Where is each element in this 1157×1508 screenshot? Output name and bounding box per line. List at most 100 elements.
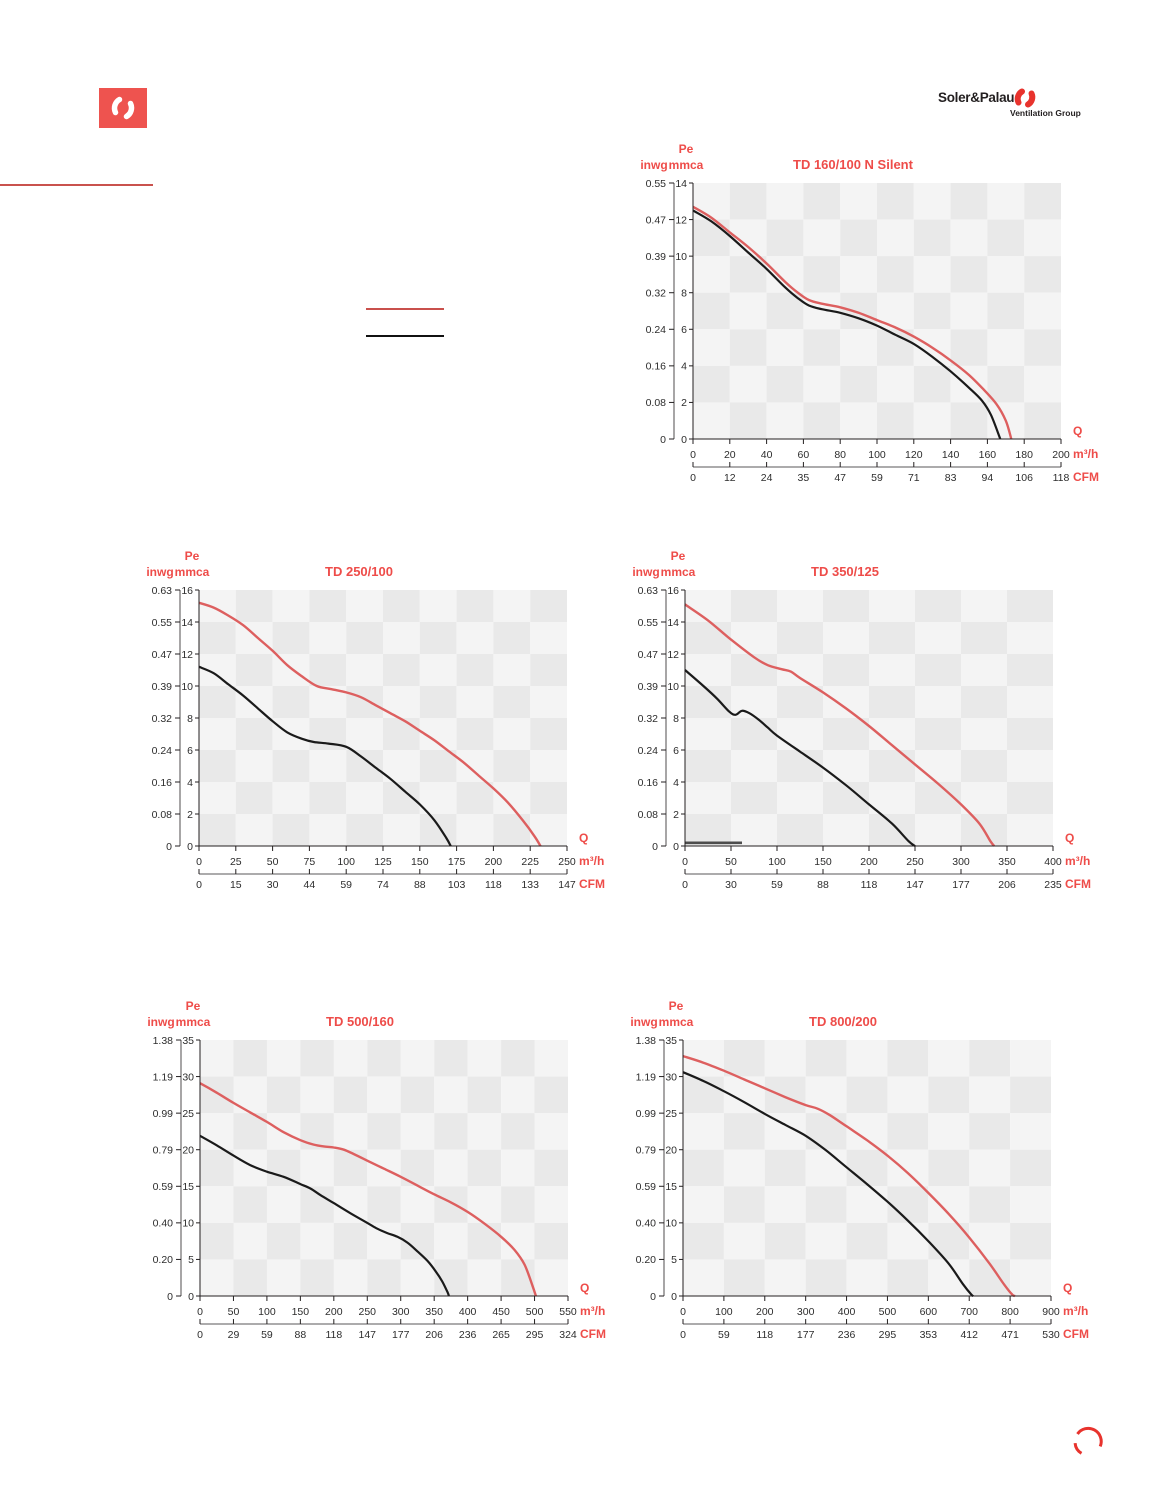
svg-text:30: 30 xyxy=(267,879,279,891)
plot-background xyxy=(685,590,1053,846)
svg-text:150: 150 xyxy=(292,1306,310,1318)
svg-text:236: 236 xyxy=(459,1329,477,1341)
svg-text:6: 6 xyxy=(673,745,679,757)
svg-text:0: 0 xyxy=(196,856,202,868)
chart-canvas: 16 0.63 14 0.55 12 0.47 10 0.39 8 0.32 6 0.24 4 0.16 2… xyxy=(146,549,605,891)
svg-text:1.19: 1.19 xyxy=(153,1071,174,1083)
svg-text:30: 30 xyxy=(182,1071,194,1083)
chart-legend xyxy=(360,300,455,345)
svg-text:m³/h: m³/h xyxy=(579,854,604,868)
svg-text:0: 0 xyxy=(682,856,688,868)
svg-text:160: 160 xyxy=(979,449,997,461)
svg-text:324: 324 xyxy=(559,1329,577,1341)
svg-text:0: 0 xyxy=(188,1291,194,1303)
svg-text:0.39: 0.39 xyxy=(646,251,667,263)
svg-text:150: 150 xyxy=(814,856,832,868)
svg-text:0.08: 0.08 xyxy=(646,397,667,409)
svg-text:88: 88 xyxy=(414,879,426,891)
svg-text:900: 900 xyxy=(1042,1306,1060,1318)
svg-text:118: 118 xyxy=(756,1329,773,1341)
svg-text:0: 0 xyxy=(197,1329,203,1341)
svg-text:40: 40 xyxy=(761,449,773,461)
svg-text:177: 177 xyxy=(952,879,970,891)
svg-text:118: 118 xyxy=(325,1329,342,1341)
svg-text:150: 150 xyxy=(411,856,429,868)
svg-text:0.47: 0.47 xyxy=(152,649,173,661)
svg-text:Pe: Pe xyxy=(186,999,201,1013)
svg-text:inwg: inwg xyxy=(147,1015,174,1029)
svg-text:35: 35 xyxy=(665,1035,677,1047)
x-tick-labels: 0 0 50 30 100 59 150 88 200 118 250 147 300 177 350 206… xyxy=(682,856,1062,891)
svg-text:0.24: 0.24 xyxy=(152,745,173,757)
svg-text:300: 300 xyxy=(392,1306,410,1318)
svg-text:80: 80 xyxy=(834,449,846,461)
curve-high-speed xyxy=(198,601,542,847)
svg-text:140: 140 xyxy=(942,449,960,461)
svg-text:CFM: CFM xyxy=(1065,877,1091,891)
svg-text:177: 177 xyxy=(797,1329,815,1341)
svg-text:400: 400 xyxy=(1044,856,1062,868)
svg-text:0.20: 0.20 xyxy=(153,1254,174,1266)
svg-text:800: 800 xyxy=(1001,1306,1019,1318)
svg-text:inwg: inwg xyxy=(640,158,667,172)
svg-text:10: 10 xyxy=(181,681,193,693)
svg-text:700: 700 xyxy=(960,1306,978,1318)
svg-text:400: 400 xyxy=(838,1306,856,1318)
svg-text:0.79: 0.79 xyxy=(153,1145,174,1157)
svg-text:Q: Q xyxy=(1073,424,1082,438)
chart-title: TD 250/100 xyxy=(325,564,393,579)
svg-text:500: 500 xyxy=(526,1306,544,1318)
svg-text:mmca: mmca xyxy=(659,1015,694,1029)
svg-text:50: 50 xyxy=(267,856,279,868)
svg-text:0.24: 0.24 xyxy=(646,324,667,336)
x-axis xyxy=(682,1295,1052,1325)
svg-text:0: 0 xyxy=(652,841,658,853)
svg-text:200: 200 xyxy=(325,1306,343,1318)
svg-text:2: 2 xyxy=(187,809,193,821)
svg-text:0.20: 0.20 xyxy=(636,1254,657,1266)
svg-text:500: 500 xyxy=(879,1306,897,1318)
svg-text:0.99: 0.99 xyxy=(636,1108,657,1120)
svg-text:60: 60 xyxy=(798,449,810,461)
y-axis xyxy=(669,182,694,440)
svg-text:0.47: 0.47 xyxy=(638,649,659,661)
svg-text:83: 83 xyxy=(945,472,957,484)
svg-text:CFM: CFM xyxy=(1063,1327,1089,1341)
svg-text:0: 0 xyxy=(167,1291,173,1303)
svg-text:14: 14 xyxy=(667,617,679,629)
svg-text:118: 118 xyxy=(1053,472,1070,484)
svg-text:CFM: CFM xyxy=(580,1327,606,1341)
svg-text:6: 6 xyxy=(681,324,687,336)
svg-text:88: 88 xyxy=(817,879,829,891)
svg-text:133: 133 xyxy=(521,879,539,891)
chart-canvas: 16 0.63 14 0.55 12 0.47 10 0.39 8 0.32 6 0.24 4 0.16 2… xyxy=(632,549,1091,891)
chart-title: TD 800/200 xyxy=(809,1014,877,1029)
svg-text:m³/h: m³/h xyxy=(1065,854,1090,868)
curve-low-speed xyxy=(199,1134,450,1297)
svg-text:295: 295 xyxy=(526,1329,544,1341)
svg-text:30: 30 xyxy=(665,1071,677,1083)
svg-text:mmca: mmca xyxy=(661,565,696,579)
svg-text:0.16: 0.16 xyxy=(152,777,173,789)
svg-text:12: 12 xyxy=(667,649,679,661)
svg-text:0.32: 0.32 xyxy=(646,288,667,300)
svg-text:Q: Q xyxy=(579,831,588,845)
svg-text:0: 0 xyxy=(166,841,172,853)
svg-text:mmca: mmca xyxy=(175,565,210,579)
svg-text:20: 20 xyxy=(665,1145,677,1157)
svg-text:12: 12 xyxy=(724,472,736,484)
svg-text:50: 50 xyxy=(725,856,737,868)
svg-text:75: 75 xyxy=(304,856,316,868)
svg-text:100: 100 xyxy=(715,1306,733,1318)
svg-text:200: 200 xyxy=(485,856,503,868)
chart-td-800-200: 35 1.38 30 1.19 25 0.99 20 0.79 15 0.59 10 0.40 5 0.2… xyxy=(628,995,1098,1351)
svg-text:0.79: 0.79 xyxy=(636,1145,657,1157)
y-tick-labels: 16 0.63 14 0.55 12 0.47 10 0.39 8 0.32 6 0.24 4 0.16 2… xyxy=(638,585,680,853)
svg-text:100: 100 xyxy=(868,449,886,461)
svg-text:30: 30 xyxy=(725,879,737,891)
svg-text:0: 0 xyxy=(680,1329,686,1341)
svg-text:0: 0 xyxy=(682,879,688,891)
